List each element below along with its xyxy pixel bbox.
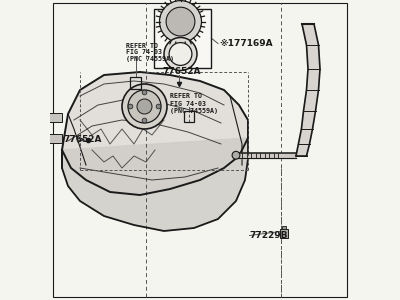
Text: ※177169A: ※177169A <box>220 39 273 48</box>
Polygon shape <box>236 153 296 158</box>
Text: 77652A: 77652A <box>162 68 201 76</box>
Text: 77652A: 77652A <box>64 135 102 144</box>
Circle shape <box>156 104 161 109</box>
Text: REFER TO
FIG 74-03
(PNC 74559A): REFER TO FIG 74-03 (PNC 74559A) <box>170 94 218 113</box>
Circle shape <box>232 151 240 159</box>
Circle shape <box>122 84 167 129</box>
Circle shape <box>128 90 161 123</box>
Polygon shape <box>296 24 320 156</box>
Circle shape <box>166 7 195 36</box>
Polygon shape <box>62 72 248 195</box>
Bar <box>184 111 194 122</box>
Bar <box>280 229 288 238</box>
Bar <box>154 9 210 68</box>
Circle shape <box>160 1 202 43</box>
Bar <box>48 112 62 122</box>
Circle shape <box>137 99 152 114</box>
Circle shape <box>142 90 147 95</box>
Circle shape <box>164 38 197 70</box>
Bar <box>282 226 286 229</box>
Text: 77229B: 77229B <box>250 231 288 240</box>
Bar <box>130 77 141 88</box>
Text: REFER TO
FIG 74-03
(PNC 74559A): REFER TO FIG 74-03 (PNC 74559A) <box>126 43 174 62</box>
Circle shape <box>142 118 147 123</box>
Circle shape <box>128 104 133 109</box>
Bar <box>48 134 62 142</box>
Circle shape <box>169 43 192 65</box>
Polygon shape <box>62 138 248 231</box>
